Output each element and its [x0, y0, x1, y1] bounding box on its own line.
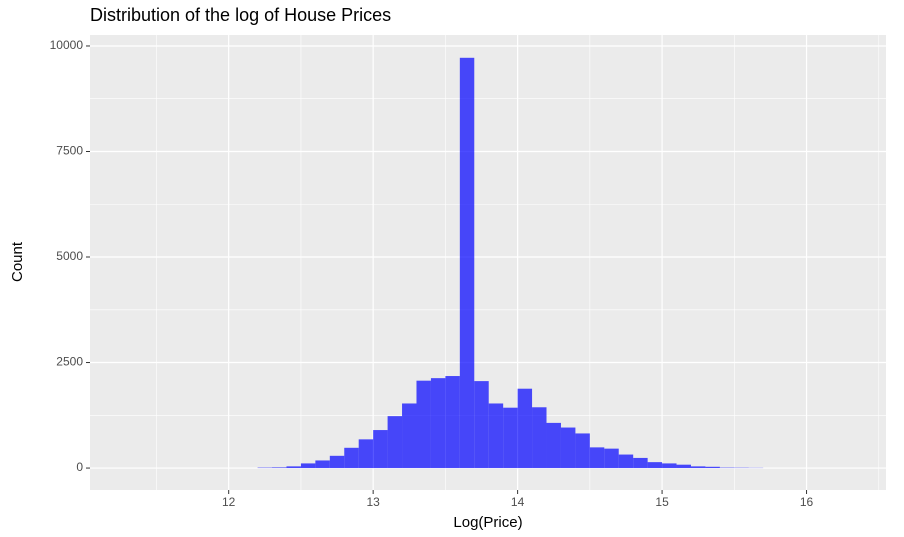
- bar: [300, 463, 316, 469]
- bar: [329, 455, 345, 469]
- x-tick-label: 15: [655, 495, 669, 509]
- bar: [705, 466, 720, 469]
- bar: [387, 416, 403, 469]
- bar: [604, 448, 619, 469]
- bar: [445, 376, 460, 469]
- bar: [662, 463, 677, 469]
- bar: [402, 403, 417, 469]
- x-tick-label: 12: [222, 495, 236, 509]
- x-tick-label: 16: [800, 495, 814, 509]
- bar: [560, 427, 576, 469]
- x-tick-label: 13: [366, 495, 380, 509]
- bar: [488, 403, 504, 469]
- y-tick-label: 7500: [56, 144, 83, 158]
- bar: [676, 464, 691, 469]
- bar: [532, 407, 547, 469]
- y-tick-label: 5000: [56, 249, 83, 263]
- bar: [416, 380, 431, 469]
- bar: [430, 378, 446, 469]
- bar: [647, 462, 663, 469]
- bar: [286, 466, 301, 469]
- x-axis-label: Log(Price): [453, 514, 522, 531]
- bar: [474, 381, 489, 469]
- bar: [546, 422, 561, 469]
- bar: [618, 454, 634, 469]
- bar: [503, 407, 518, 469]
- bar: [315, 460, 330, 469]
- bar: [633, 457, 648, 469]
- y-tick-label: 0: [76, 460, 83, 474]
- bar: [575, 433, 590, 469]
- y-axis-label: Count: [9, 241, 26, 282]
- y-tick-label: 2500: [56, 355, 83, 369]
- bar: [373, 430, 388, 469]
- bar: [589, 447, 605, 469]
- x-tick-label: 14: [511, 495, 525, 509]
- bar: [358, 439, 374, 469]
- y-tick-label: 10000: [50, 38, 84, 52]
- bar: [344, 447, 359, 469]
- bar: [517, 388, 533, 469]
- bar: [272, 467, 287, 469]
- chart-title: Distribution of the log of House Prices: [90, 5, 391, 25]
- bar: [459, 57, 475, 469]
- bar: [690, 466, 706, 469]
